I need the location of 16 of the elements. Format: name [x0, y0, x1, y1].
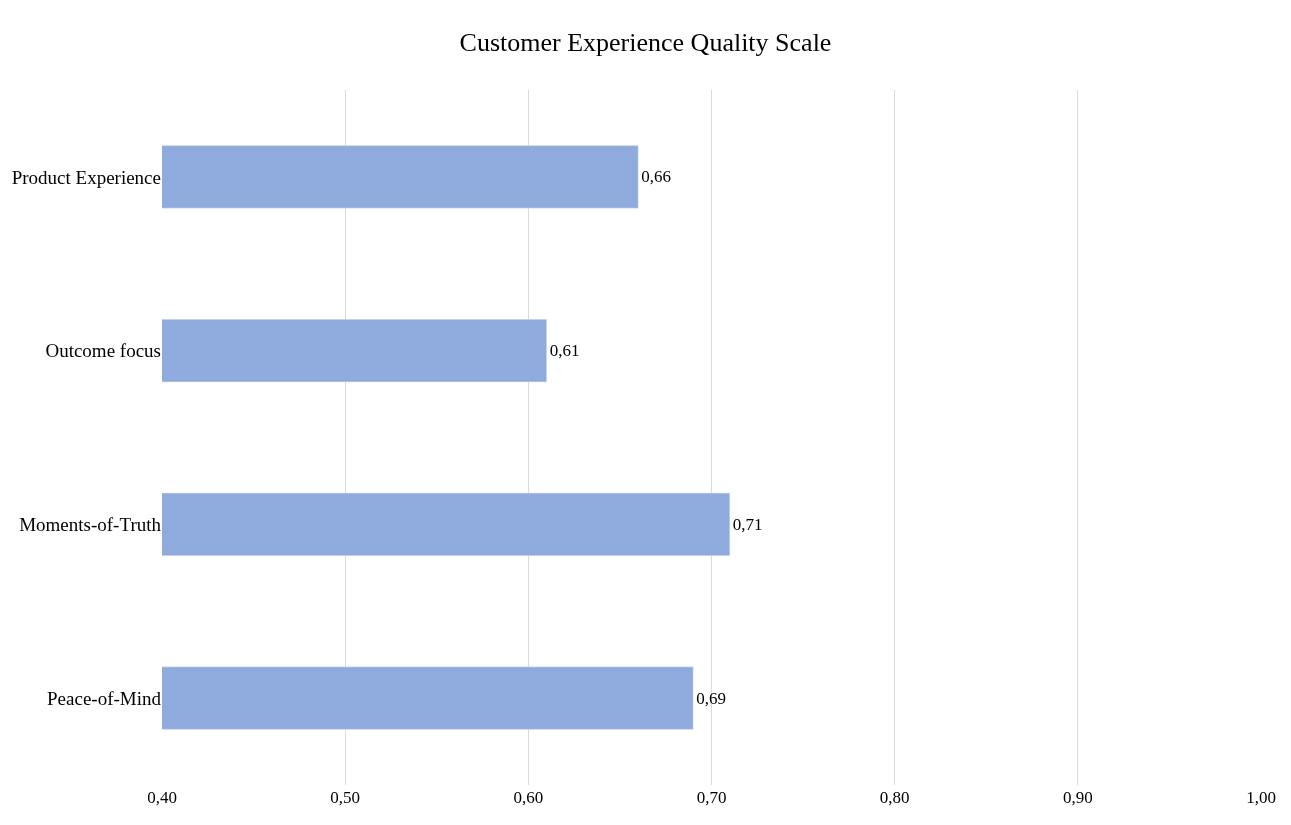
data-label: 0,71 — [732, 514, 763, 534]
x-tick-label: 0,40 — [147, 788, 177, 807]
x-tick-label: 0,50 — [330, 788, 361, 807]
data-label: 0,69 — [696, 688, 726, 708]
y-tick-label: Product Experience — [11, 166, 161, 188]
x-tick-label: 0,80 — [879, 788, 910, 807]
data-label: 0,61 — [549, 341, 580, 361]
y-tick-label: Outcome focus — [45, 340, 161, 362]
y-tick-label: Peace-of-Mind — [47, 687, 162, 709]
data-label: 0,66 — [641, 167, 671, 187]
chart-title: Customer Experience Quality Scale — [459, 28, 832, 58]
x-tick-label: 0,60 — [513, 788, 544, 807]
x-tick-label: 0,90 — [1062, 788, 1093, 807]
x-tick-label: 0,70 — [696, 788, 727, 807]
x-tick-label: 1,00 — [1246, 788, 1276, 807]
y-tick-label: Moments-of-Truth — [19, 514, 162, 536]
